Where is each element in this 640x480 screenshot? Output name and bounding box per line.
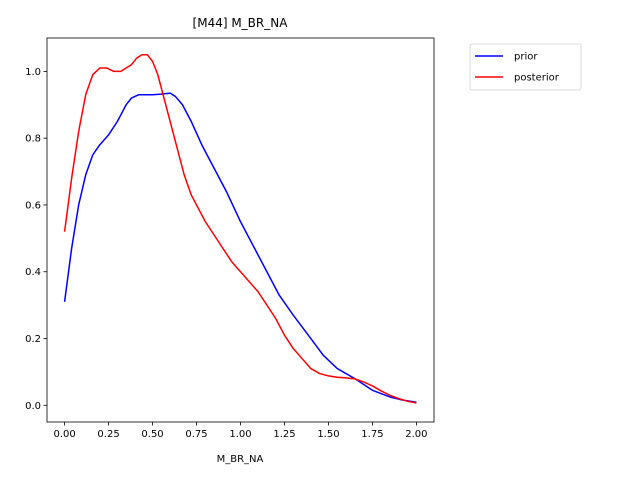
plot-area [63,53,417,404]
legend-label-prior: prior [514,52,538,63]
x-tick-label: 0.75 [185,429,207,440]
x-tick-label: 0.00 [53,429,75,440]
series-line-posterior [63,53,417,404]
y-tick-label: 0.0 [25,401,41,412]
axes-frame [46,37,435,423]
y-tick-label: 1.0 [25,67,41,78]
legend-label-posterior: posterior [514,73,560,84]
x-tick-label: 1.75 [361,429,383,440]
series-line-prior [63,92,417,404]
x-tick-label: 1.25 [273,429,295,440]
y-tick-label: 0.2 [25,334,41,345]
y-tick-label: 0.4 [25,267,41,278]
y-tick-label: 0.6 [25,200,41,211]
x-tick-label: 1.00 [229,429,251,440]
x-axis-label: M_BR_NA [217,454,264,465]
x-tick-label: 1.50 [317,429,339,440]
legend: prior posterior [469,43,582,91]
x-tick-label: 0.25 [97,429,119,440]
chart-title: [M44] M_BR_NA [193,16,289,30]
y-tick-label: 0.8 [25,134,41,145]
x-tick-label: 2.00 [405,429,427,440]
x-tick-label: 0.50 [141,429,163,440]
